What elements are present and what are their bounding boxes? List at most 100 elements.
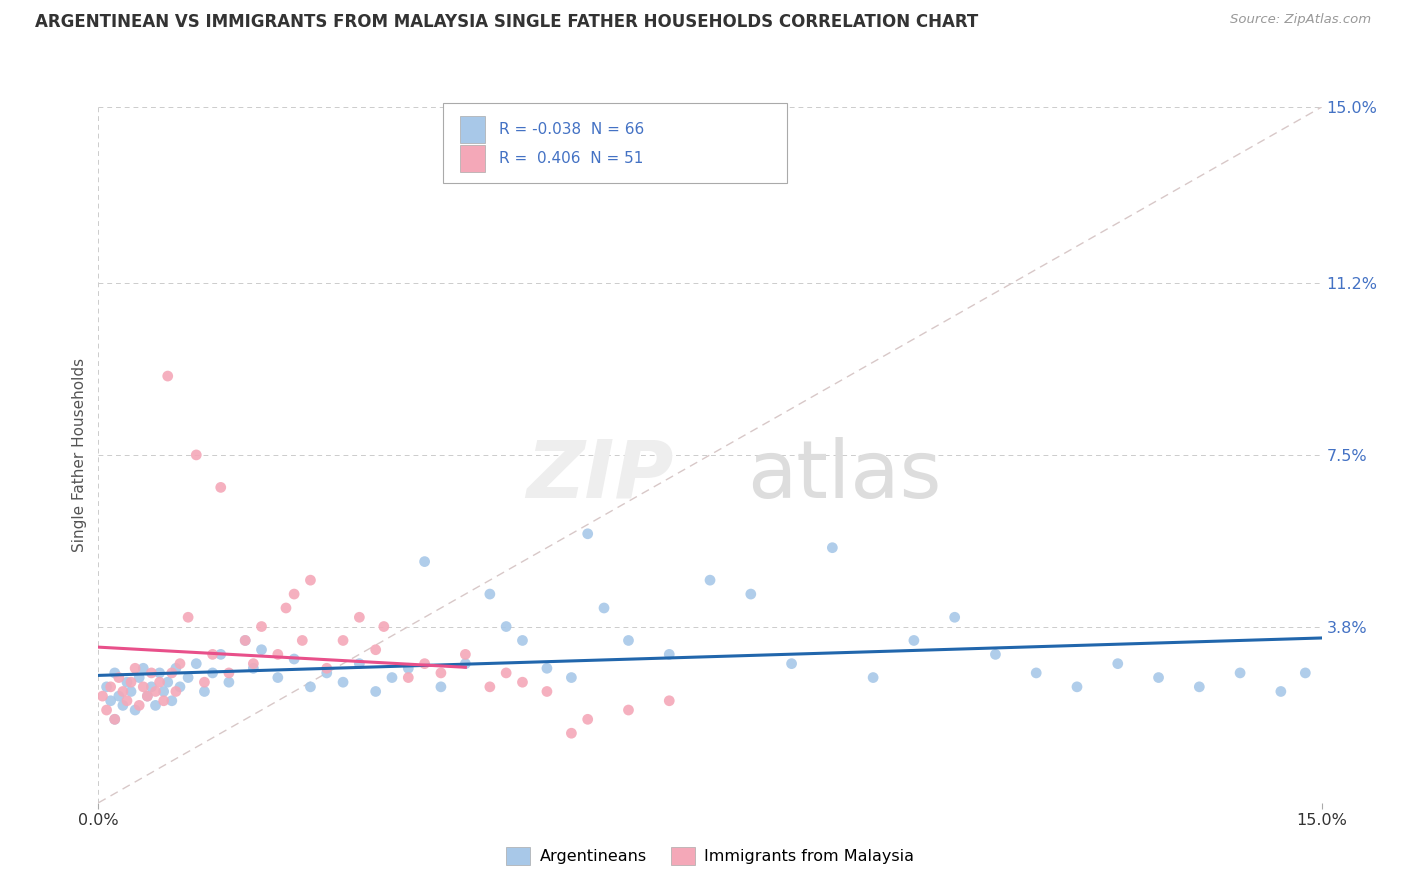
Point: [128, 698, 150, 713]
Point: [104, 712, 127, 726]
Point: [209, 480, 232, 494]
Point: [250, 619, 273, 633]
Point: [177, 610, 200, 624]
Point: [177, 671, 200, 685]
Point: [218, 665, 240, 680]
Point: [149, 675, 172, 690]
Point: [862, 671, 884, 685]
Point: [111, 698, 134, 713]
Point: [274, 601, 297, 615]
Point: [233, 633, 256, 648]
Point: [740, 587, 762, 601]
Text: Source: ZipAtlas.com: Source: ZipAtlas.com: [1230, 13, 1371, 27]
Point: [104, 712, 127, 726]
Point: [396, 661, 419, 675]
Point: [267, 648, 290, 662]
Point: [593, 601, 616, 615]
Text: ZIP: ZIP: [526, 437, 673, 515]
Text: R =  0.406  N = 51: R = 0.406 N = 51: [499, 152, 644, 166]
Point: [1147, 671, 1170, 685]
Point: [193, 675, 215, 690]
Point: [332, 675, 354, 690]
Point: [141, 680, 163, 694]
Point: [233, 633, 256, 648]
Point: [218, 675, 240, 690]
Point: [291, 633, 314, 648]
Point: [108, 671, 131, 685]
Point: [283, 652, 305, 666]
Point: [1107, 657, 1129, 671]
Point: [512, 675, 534, 690]
Point: [299, 573, 322, 587]
Y-axis label: Single Father Households: Single Father Households: [72, 358, 87, 552]
Point: [512, 633, 534, 648]
Point: [430, 665, 453, 680]
Point: [1270, 684, 1292, 698]
Point: [209, 648, 232, 662]
Point: [1229, 665, 1251, 680]
Point: [430, 680, 453, 694]
Point: [250, 642, 273, 657]
Point: [617, 633, 640, 648]
Point: [821, 541, 844, 555]
Point: [560, 671, 582, 685]
Point: [349, 610, 371, 624]
Point: [364, 684, 387, 698]
Point: [299, 680, 322, 694]
Point: [124, 661, 146, 675]
Point: [576, 526, 599, 541]
Point: [160, 694, 183, 708]
Point: [96, 680, 118, 694]
Point: [283, 587, 305, 601]
Point: [396, 671, 419, 685]
Point: [617, 703, 640, 717]
Point: [267, 671, 290, 685]
Point: [699, 573, 721, 587]
Point: [413, 555, 436, 569]
Point: [242, 657, 264, 671]
Point: [120, 684, 142, 698]
Point: [165, 684, 187, 698]
Point: [160, 665, 183, 680]
Point: [315, 661, 337, 675]
Point: [124, 703, 146, 717]
Point: [536, 684, 558, 698]
Text: R = -0.038  N = 66: R = -0.038 N = 66: [499, 122, 644, 136]
Point: [373, 619, 395, 633]
Point: [201, 648, 224, 662]
Point: [780, 657, 803, 671]
Text: ARGENTINEAN VS IMMIGRANTS FROM MALAYSIA SINGLE FATHER HOUSEHOLDS CORRELATION CHA: ARGENTINEAN VS IMMIGRANTS FROM MALAYSIA …: [35, 13, 979, 31]
Point: [943, 610, 966, 624]
Point: [193, 684, 215, 698]
Point: [242, 661, 264, 675]
Point: [413, 657, 436, 671]
Point: [658, 694, 681, 708]
Point: [156, 369, 179, 384]
Point: [132, 680, 155, 694]
Point: [152, 694, 174, 708]
Point: [145, 698, 167, 713]
Point: [152, 684, 174, 698]
Point: [560, 726, 582, 740]
Point: [128, 671, 150, 685]
Point: [111, 684, 134, 698]
Point: [115, 675, 138, 690]
Point: [332, 633, 354, 648]
Point: [169, 657, 191, 671]
Point: [91, 689, 114, 703]
Point: [96, 703, 118, 717]
Point: [1066, 680, 1088, 694]
Point: [120, 675, 142, 690]
Point: [108, 689, 131, 703]
Point: [136, 689, 159, 703]
Point: [132, 661, 155, 675]
Legend: Argentineans, Immigrants from Malaysia: Argentineans, Immigrants from Malaysia: [499, 840, 921, 871]
Point: [104, 665, 127, 680]
Point: [186, 448, 208, 462]
Point: [141, 665, 163, 680]
Point: [454, 657, 477, 671]
Point: [658, 648, 681, 662]
Point: [1025, 665, 1047, 680]
Point: [186, 657, 208, 671]
Point: [100, 680, 122, 694]
